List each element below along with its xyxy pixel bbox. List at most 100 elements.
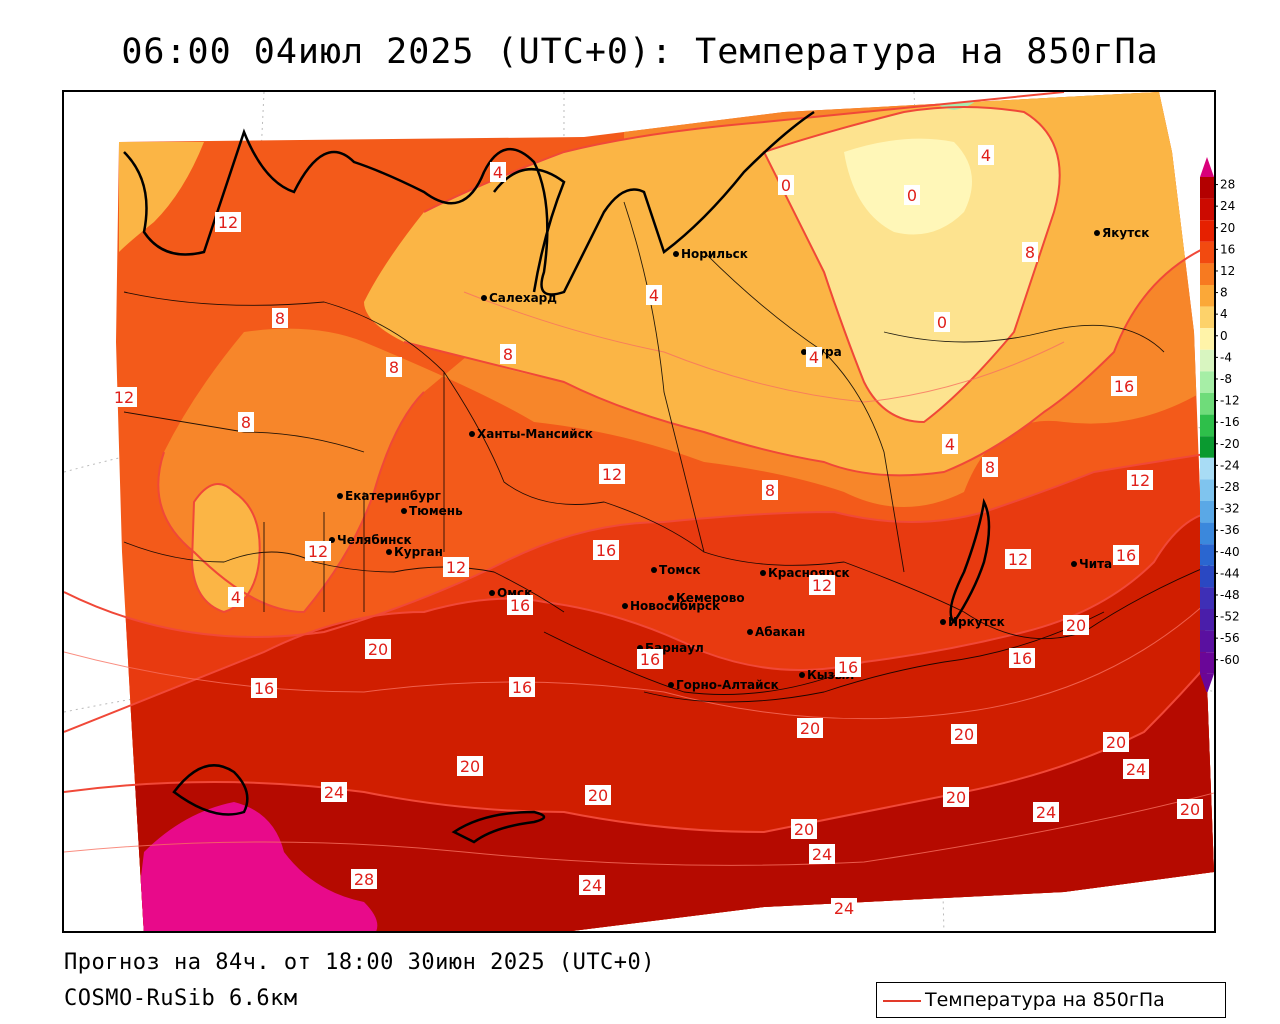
band-t28 — [134, 802, 378, 931]
isotherm-label-text: 0 — [781, 176, 791, 195]
city-label: Курган — [394, 545, 443, 559]
band-t24 — [116, 652, 1214, 931]
city-label: Абакан — [755, 625, 805, 639]
isotherm-label-bg — [637, 649, 663, 669]
isotherm-label-text: 16 — [1114, 377, 1134, 396]
isotherm-label: 8 — [500, 344, 516, 364]
isotherm-label-text: 0 — [907, 186, 917, 205]
city-marker: Норильск — [673, 247, 748, 261]
colorbar-cell — [1200, 263, 1214, 285]
isotherm-label-bg — [1063, 615, 1089, 635]
isotherm-label: 20 — [1177, 799, 1203, 819]
isotherm-label: 16 — [637, 649, 663, 669]
isotherm-label-bg — [272, 308, 288, 328]
city-label: Тюмень — [409, 504, 463, 518]
colorbar-tick-label: 8 — [1220, 286, 1228, 300]
colorbar-tick-label: -20 — [1220, 437, 1240, 451]
isotherm-label-bg — [943, 787, 969, 807]
isotherm-label-bg — [831, 898, 857, 918]
isotherm-label-bg — [500, 344, 516, 364]
isotherm-label-text: 12 — [812, 576, 832, 595]
temperature-map: НорильскСалехардЯкутскТураХанты-Мансийск… — [64, 92, 1214, 931]
isotherm-label-bg — [1103, 732, 1129, 752]
isotherm-label-bg — [904, 185, 920, 205]
isotherm-label-text: 8 — [241, 413, 251, 432]
isotherm-label: 16 — [1111, 376, 1137, 396]
colorbar-cell — [1200, 479, 1214, 501]
isotherm-label-text: 20 — [954, 725, 974, 744]
city-dot — [668, 595, 674, 601]
isotherm-label-bg — [1033, 802, 1059, 822]
isotherm-label-text: 20 — [946, 788, 966, 807]
colorbar-tick-label: 24 — [1220, 199, 1235, 213]
isotherm-label: 24 — [831, 898, 857, 918]
isotherm-label: 20 — [951, 724, 977, 744]
coastline — [123, 110, 991, 844]
isotherm-label: 4 — [490, 162, 506, 182]
city-label: Салехард — [489, 291, 557, 305]
band-t4-west — [192, 484, 260, 612]
colorbar-tick-label: -4 — [1220, 350, 1232, 364]
isotherm-label-bg — [305, 541, 331, 561]
isotherm-label-bg — [1113, 545, 1139, 565]
isotherm-label-bg — [982, 457, 998, 477]
legend-line-swatch — [883, 1000, 921, 1002]
isotherm-label: 20 — [1103, 732, 1129, 752]
isotherm-label-text: 16 — [510, 596, 530, 615]
isotherm-label: 12 — [215, 212, 241, 232]
isotherm-label-bg — [1111, 376, 1137, 396]
colorbar-cell — [1200, 587, 1214, 609]
colorbar-cell — [1200, 501, 1214, 523]
map-frame: Норильск Салехард Якутск Тура Ханты-Мансийск… — [62, 90, 1216, 933]
isotherm-label-text: 8 — [1025, 243, 1035, 262]
city-marker: Екатеринбург — [337, 489, 441, 503]
isotherm-label-text: 4 — [809, 348, 819, 367]
colorbar-tick-label: 20 — [1220, 221, 1235, 235]
city-label: Кемерово — [676, 591, 745, 605]
isotherm-label: 4 — [646, 285, 662, 305]
isotherm-label: 16 — [835, 657, 861, 677]
legend: Температура на 850гПа — [876, 982, 1226, 1018]
isotherm-label-text: 20 — [368, 640, 388, 659]
isotherm-label: 12 — [599, 464, 625, 484]
colorbar-tick-label: -28 — [1220, 480, 1240, 494]
isotherm-label: 12 — [1127, 470, 1153, 490]
colorbar-tick-label: 28 — [1220, 178, 1235, 192]
colorbar-cell — [1200, 436, 1214, 458]
isotherm-label: 16 — [1009, 648, 1035, 668]
isotherm-label-text: 24 — [1036, 803, 1056, 822]
isotherm-label: 20 — [585, 785, 611, 805]
colorbar-tick-label: 12 — [1220, 264, 1235, 278]
colorbar-tick-label: -40 — [1220, 545, 1240, 559]
city-marker: Чита — [1071, 557, 1112, 571]
colorbar-cell — [1200, 652, 1214, 674]
isotherm-label: 20 — [457, 756, 483, 776]
isotherm-label-text: 8 — [275, 309, 285, 328]
colorbar-cell — [1200, 328, 1214, 350]
isotherm-label-text: 16 — [596, 541, 616, 560]
isotherm-label-bg — [593, 540, 619, 560]
isotherm-label-text: 4 — [493, 163, 503, 182]
city-label: Красноярск — [768, 566, 850, 580]
colorbar-tick-label: -52 — [1220, 610, 1240, 624]
city-label: Челябинск — [337, 533, 412, 547]
city-dot — [760, 570, 766, 576]
isotherm-label-text: 8 — [765, 481, 775, 500]
city-marker: Ханты-Мансийск — [469, 427, 593, 441]
colorbar-cell — [1200, 544, 1214, 566]
isotherm-label-text: 20 — [800, 719, 820, 738]
isotherm-label: 12 — [809, 575, 835, 595]
isotherm-label-bg — [585, 785, 611, 805]
isotherm-label-bg — [1009, 648, 1035, 668]
city-dot — [489, 590, 495, 596]
isotherm-label-bg — [1005, 549, 1031, 569]
band-t0 — [764, 107, 1060, 422]
isotherm-label-text: 4 — [231, 588, 241, 607]
isotherm-label: 20 — [797, 718, 823, 738]
city-dot — [1071, 561, 1077, 567]
colorbar-tick-label: 0 — [1220, 329, 1228, 343]
isotherm-label-text: 16 — [1116, 546, 1136, 565]
isotherm-label-bg — [251, 678, 277, 698]
colorbar-tick-label: -48 — [1220, 588, 1240, 602]
isotherm-label-bg — [1123, 759, 1149, 779]
